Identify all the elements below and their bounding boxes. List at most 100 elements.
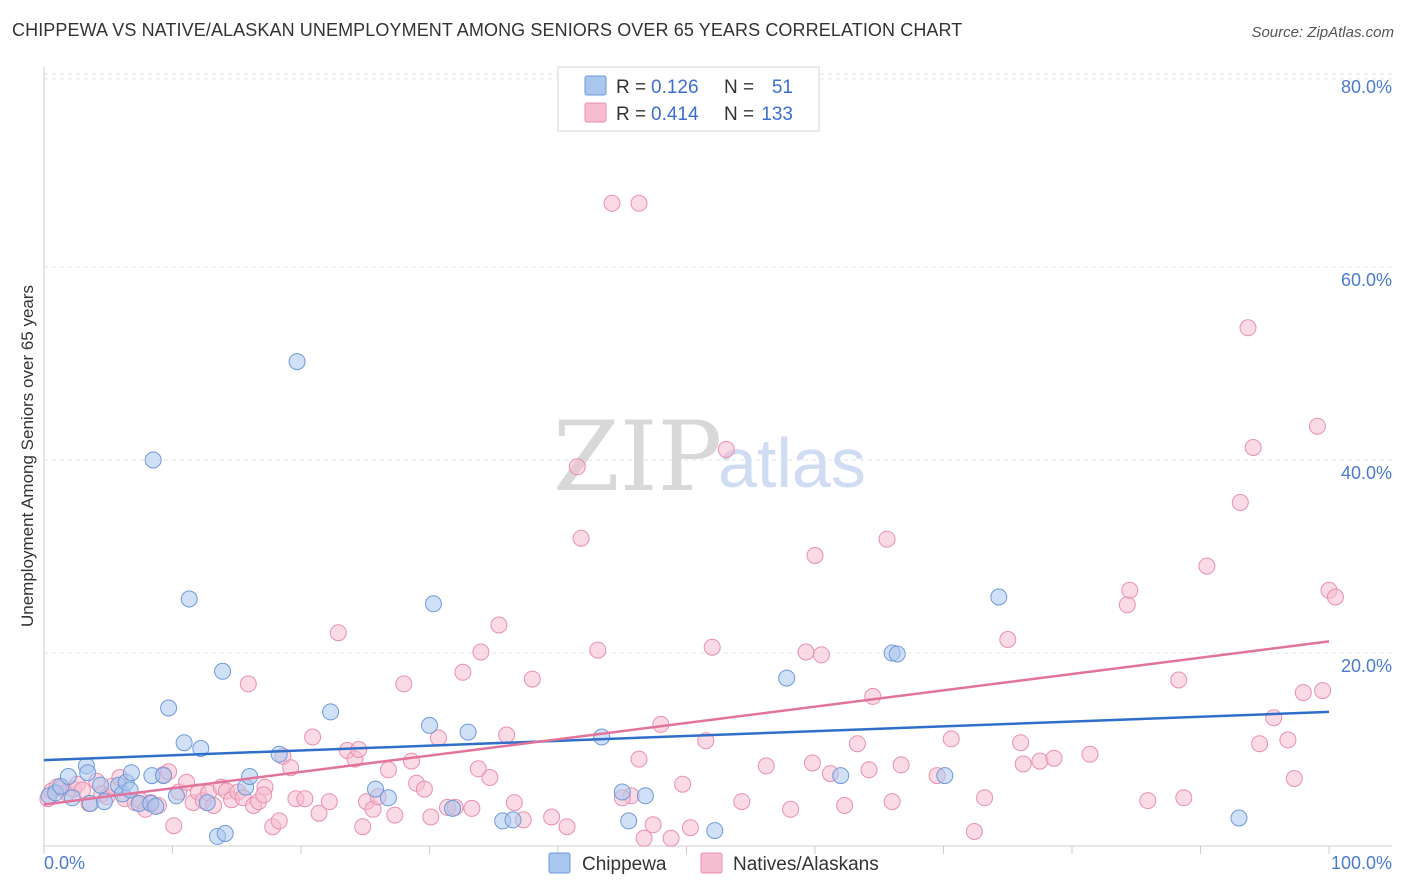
natives-point-61 <box>422 808 440 826</box>
natives-point-93 <box>782 800 800 818</box>
chippewa-point-3 <box>59 768 77 785</box>
chippewa-point-14 <box>122 764 140 782</box>
x-tick-label-max: 100.0% <box>1331 853 1392 873</box>
chippewa-point-46 <box>636 787 654 805</box>
natives-point-119 <box>1239 319 1257 337</box>
watermark-zip: ZIP <box>553 401 722 513</box>
chippewa-points <box>40 353 1248 845</box>
chippewa-point-42 <box>504 811 522 829</box>
chippewa-point-24 <box>180 590 198 608</box>
legend-r-label-chippewa: R = <box>616 77 646 98</box>
natives-point-87 <box>681 819 699 837</box>
natives-point-45 <box>304 728 322 746</box>
natives-point-108 <box>1012 734 1030 752</box>
legend-n-value-chippewa: 51 <box>772 77 793 98</box>
y-tick-label-40: 40.0% <box>1341 463 1392 483</box>
natives-point-51 <box>354 818 372 836</box>
chippewa-point-26 <box>198 794 216 812</box>
chippewa-point-25 <box>192 740 210 757</box>
natives-point-58 <box>403 752 420 770</box>
chippewa-trend-line <box>43 710 1330 762</box>
bottom-legend-swatch-chippewa <box>548 852 571 874</box>
natives-point-46 <box>310 804 328 822</box>
natives-point-91 <box>733 793 751 811</box>
natives-point-100 <box>860 761 878 779</box>
watermark: ZIP atlas <box>553 401 866 513</box>
natives-point-137 <box>803 754 821 772</box>
natives-point-110 <box>1045 749 1063 767</box>
chippewa-point-37 <box>421 716 438 734</box>
natives-point-107 <box>999 631 1017 648</box>
natives-point-127 <box>1314 682 1332 700</box>
legend-n-label-chippewa: N = <box>724 77 754 98</box>
y-tick-label-80: 80.0% <box>1341 77 1392 97</box>
bottom-legend: Chippewa Natives/Alaskans <box>548 852 879 875</box>
natives-point-88 <box>697 732 715 750</box>
natives-point-133 <box>469 760 487 778</box>
natives-point-106 <box>976 789 994 807</box>
chippewa-point-39 <box>444 799 462 817</box>
legend-r-value-chippewa: 0.126 <box>651 77 699 98</box>
chippewa-point-53 <box>990 588 1008 606</box>
natives-point-136 <box>883 793 901 811</box>
natives-point-69 <box>490 616 508 634</box>
legend-swatch-chippewa <box>584 75 607 96</box>
natives-point-134 <box>864 687 882 705</box>
chippewa-point-45 <box>620 812 638 830</box>
legend-r-label-natives: R = <box>616 104 646 125</box>
bottom-legend-label-natives: Natives/Alaskans <box>733 854 879 875</box>
natives-point-70 <box>498 726 516 744</box>
natives-point-124 <box>1285 770 1303 787</box>
natives-point-99 <box>848 735 866 753</box>
chippewa-point-23 <box>175 734 193 752</box>
natives-point-126 <box>1308 417 1326 435</box>
natives-point-75 <box>558 818 576 836</box>
natives-point-65 <box>454 663 472 681</box>
natives-point-98 <box>836 797 854 814</box>
legend-n-value-natives: 133 <box>761 104 793 125</box>
natives-point-105 <box>965 823 983 840</box>
natives-point-94 <box>797 643 815 661</box>
y-axis-title: Unemployment Among Seniors over 65 years <box>18 285 37 627</box>
chippewa-point-21 <box>160 699 178 717</box>
chippewa-point-13 <box>121 781 139 799</box>
natives-point-120 <box>1244 439 1262 456</box>
natives-point-78 <box>589 641 607 659</box>
legend-r-value-natives: 0.414 <box>651 104 699 125</box>
natives-point-109 <box>1031 752 1049 770</box>
natives-point-130 <box>630 194 648 212</box>
natives-point-85 <box>662 829 680 847</box>
natives-point-67 <box>472 643 490 661</box>
natives-point-48 <box>329 624 347 642</box>
natives-point-60 <box>415 780 433 798</box>
chippewa-point-52 <box>936 767 954 785</box>
chippewa-point-4 <box>63 789 81 807</box>
natives-point-82 <box>635 829 653 847</box>
natives-point-79 <box>603 194 621 212</box>
chippewa-point-35 <box>367 780 384 798</box>
natives-point-118 <box>1231 494 1249 511</box>
grid-lines <box>44 73 1392 654</box>
trend-lines <box>43 640 1330 806</box>
natives-point-55 <box>379 761 397 779</box>
x-tick-label-min: 0.0% <box>44 853 85 873</box>
natives-point-83 <box>644 816 662 834</box>
natives-point-22 <box>165 817 183 835</box>
natives-point-40 <box>270 812 288 830</box>
natives-point-122 <box>1265 709 1283 727</box>
chippewa-point-22 <box>167 787 185 805</box>
chippewa-point-34 <box>322 703 340 721</box>
natives-point-117 <box>1198 557 1216 575</box>
natives-point-101 <box>878 530 896 548</box>
natives-point-90 <box>717 440 735 458</box>
chippewa-point-18 <box>147 797 165 815</box>
chippewa-point-40 <box>459 723 477 741</box>
natives-point-73 <box>523 670 541 688</box>
bottom-legend-swatch-natives <box>700 852 723 874</box>
y-tick-label-60: 60.0% <box>1341 270 1392 290</box>
natives-point-76 <box>568 458 586 476</box>
chippewa-point-28 <box>214 662 232 680</box>
legend-n-label-natives: N = <box>724 104 754 125</box>
chippewa-point-19 <box>144 451 162 469</box>
natives-point-115 <box>1170 671 1188 689</box>
